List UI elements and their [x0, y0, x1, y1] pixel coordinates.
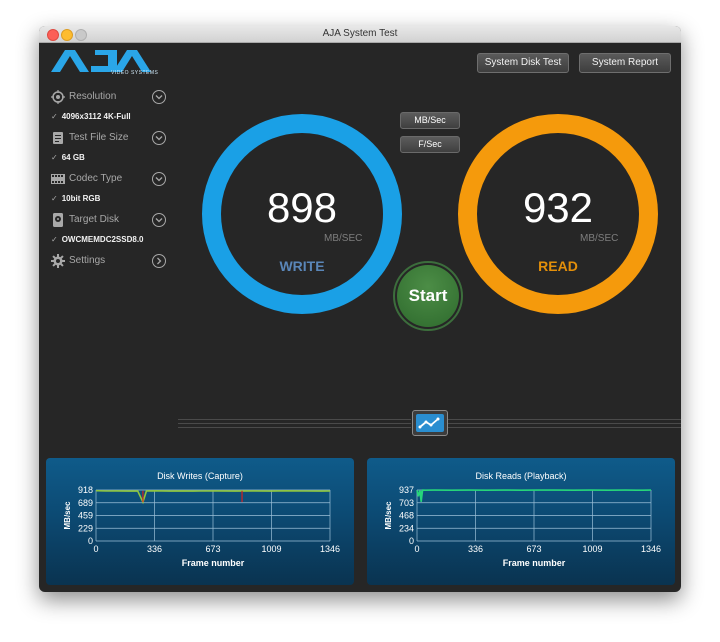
logo-tagline: VIDEO SYSTEMS — [111, 70, 159, 76]
divider-line — [447, 423, 681, 424]
chevron-down-icon[interactable] — [152, 172, 166, 186]
read-speed-value: 932 — [522, 184, 594, 231]
disk-icon — [53, 213, 63, 227]
read-unit-label: MB/SEC — [580, 233, 619, 244]
file-size-icon — [53, 132, 63, 144]
y-axis-label: MB/sec — [384, 501, 393, 530]
y-tick-label: 918 — [78, 485, 93, 495]
x-tick-label: 0 — [93, 544, 98, 554]
target-disk-value-text: OWCMEMDC2SSD8.0 — [61, 235, 144, 244]
series-line — [95, 489, 331, 505]
resolution-icon — [51, 90, 65, 104]
start-button-ring — [393, 261, 463, 331]
sidebar-label-codec-type: Codec Type — [69, 173, 123, 184]
chevron-down-icon[interactable] — [152, 131, 166, 145]
y-tick-label: 468 — [399, 511, 414, 521]
write-label: WRITE — [279, 258, 325, 274]
x-tick-label: 673 — [205, 544, 220, 554]
resolution-value-text: 4096x3112 4K-Full — [61, 112, 131, 121]
aja-logo — [51, 50, 151, 72]
divider-line — [447, 419, 681, 420]
codec-value: ✓ 10bit RGB — [51, 194, 100, 203]
y-tick-label: 0 — [88, 536, 93, 546]
y-tick-label: 234 — [399, 523, 414, 533]
gear-icon — [51, 254, 65, 268]
app-window: AJA System Test VIDEO SYSTEMS System Dis… — [39, 26, 681, 592]
resolution-value: ✓ 4096x3112 4K-Full — [51, 112, 131, 121]
disk-reads-panel: Disk Reads (Playback) 937 703 468 234 0 0 336 6… — [367, 458, 675, 585]
sidebar-label-target-disk: Target Disk — [69, 214, 120, 225]
check-icon: ✓ — [51, 194, 58, 203]
x-tick-label: 1346 — [320, 544, 340, 554]
check-icon: ✓ — [51, 235, 58, 244]
codec-icon — [51, 174, 65, 184]
sidebar-item-target-disk[interactable]: Target Disk — [51, 212, 171, 228]
sidebar-item-test-file-size[interactable]: Test File Size — [51, 130, 171, 146]
zoom-window-button[interactable] — [75, 29, 87, 41]
y-tick-label: 0 — [409, 536, 414, 546]
sidebar-label-resolution: Resolution — [69, 91, 117, 102]
x-tick-label: 336 — [468, 544, 483, 554]
chevron-down-icon[interactable] — [152, 90, 166, 104]
y-tick-label: 703 — [399, 498, 414, 508]
x-tick-label: 1009 — [582, 544, 602, 554]
mb-sec-button[interactable]: MB/Sec — [400, 112, 460, 129]
y-tick-label: 229 — [78, 523, 93, 533]
y-tick-label: 689 — [78, 498, 93, 508]
x-tick-label: 336 — [147, 544, 162, 554]
write-unit-label: MB/SEC — [324, 233, 363, 244]
divider-line — [178, 419, 411, 420]
x-axis-label: Frame number — [503, 558, 566, 568]
title-bar: AJA System Test — [39, 26, 681, 43]
chart-title: Disk Reads (Playback) — [475, 471, 567, 481]
check-icon: ✓ — [51, 112, 58, 121]
chevron-down-icon[interactable] — [152, 213, 166, 227]
x-tick-label: 1346 — [641, 544, 661, 554]
minimize-window-button[interactable] — [61, 29, 73, 41]
window-title: AJA System Test — [322, 28, 398, 39]
sidebar-label-test-file-size: Test File Size — [69, 132, 129, 143]
sidebar-item-resolution[interactable]: Resolution — [51, 89, 171, 105]
y-axis-label: MB/sec — [63, 501, 72, 530]
sidebar-label-settings: Settings — [69, 255, 106, 266]
y-tick-label: 459 — [78, 511, 93, 521]
start-button[interactable]: Start — [397, 265, 459, 327]
disk-writes-chart: 918 689 459 229 00 336 673 1009 1346 Frame number… — [63, 485, 340, 568]
x-tick-label: 673 — [526, 544, 541, 554]
sidebar-item-codec-type[interactable]: Codec Type — [51, 171, 171, 187]
y-tick-label: 937 — [399, 485, 414, 495]
system-disk-test-button[interactable]: System Disk Test — [477, 53, 569, 73]
file-size-value: ✓ 64 GB — [51, 153, 85, 162]
write-speed-value: 898 — [266, 184, 338, 231]
read-label: READ — [538, 258, 578, 274]
f-sec-button[interactable]: F/Sec — [400, 136, 460, 153]
sidebar-item-settings[interactable]: Settings — [51, 253, 171, 269]
x-tick-label: 1009 — [261, 544, 281, 554]
file-size-value-text: 64 GB — [61, 153, 85, 162]
divider-line — [447, 427, 681, 428]
chart-title: Disk Writes (Capture) — [157, 471, 243, 481]
system-report-button[interactable]: System Report — [579, 53, 671, 73]
codec-value-text: 10bit RGB — [61, 194, 101, 203]
target-disk-value: ✓ OWCMEMDC2SSD8.0 — [51, 235, 144, 244]
disk-writes-panel: Disk Writes (Capture) 918 689 459 229 0 0 336 6… — [46, 458, 354, 585]
divider-line — [178, 427, 411, 428]
disk-reads-chart: 937 703 468 234 00 336 673 1009 1346 Frame number… — [384, 485, 661, 568]
chevron-right-icon[interactable] — [152, 254, 166, 268]
graph-toggle-button[interactable] — [412, 410, 448, 436]
divider-line — [178, 423, 411, 424]
line-chart-icon — [416, 414, 444, 432]
x-tick-label: 0 — [414, 544, 419, 554]
x-axis-label: Frame number — [182, 558, 245, 568]
close-window-button[interactable] — [47, 29, 59, 41]
check-icon: ✓ — [51, 153, 58, 162]
